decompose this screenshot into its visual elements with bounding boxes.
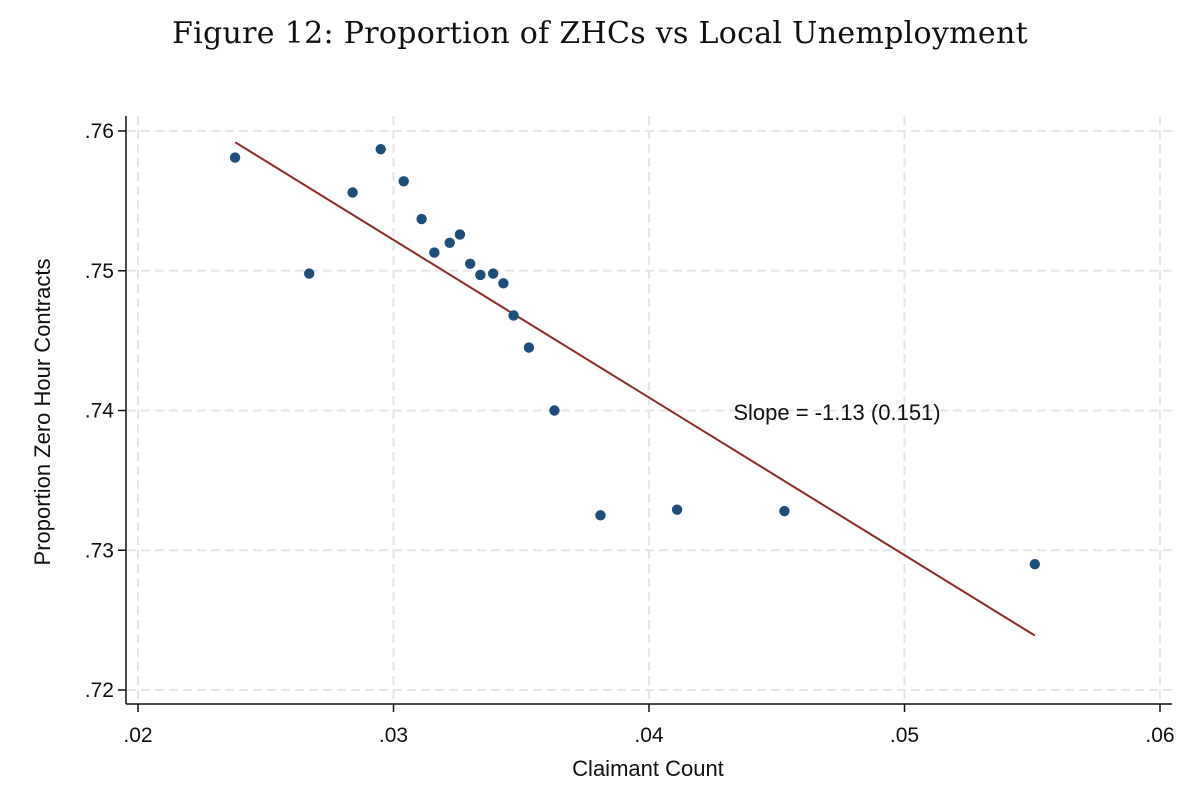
scatter-point <box>229 152 241 163</box>
scatter-point <box>429 247 440 258</box>
scatter-point <box>508 310 519 321</box>
scatter-point <box>1029 559 1041 570</box>
scatter-point <box>416 213 427 225</box>
scatter-point <box>303 268 315 279</box>
fit-line-group <box>234 141 1036 637</box>
scatter-point <box>487 268 499 279</box>
y-tick-label: .76 <box>85 120 114 143</box>
scatter-point <box>779 505 790 517</box>
scatter-point <box>498 278 509 289</box>
scatter-point <box>375 143 386 155</box>
y-tick-label: .73 <box>85 539 114 562</box>
x-axis-label: Claimant Count <box>572 756 724 781</box>
fit-line <box>234 141 1036 637</box>
chart-title: Figure 12: Proportion of ZHCs vs Local U… <box>172 16 1028 51</box>
data-points <box>229 143 1041 570</box>
x-tick-label: .06 <box>1145 724 1174 747</box>
scatter-point <box>444 237 455 248</box>
x-tick-label: .05 <box>890 724 919 747</box>
x-tick-label: .04 <box>634 724 664 747</box>
scatter-point <box>595 510 606 521</box>
scatter-point <box>475 269 486 281</box>
scatter-point <box>523 342 535 353</box>
axes <box>118 116 1172 712</box>
scatter-point <box>671 504 683 515</box>
x-tick-label: .03 <box>379 724 408 747</box>
slope-annotation: Slope = -1.13 (0.151) <box>733 400 940 425</box>
grid-lines <box>127 116 1172 703</box>
scatter-point <box>347 187 358 198</box>
x-tick-label: .02 <box>123 724 152 747</box>
y-tick-label: .72 <box>85 679 114 702</box>
scatter-point <box>454 229 466 240</box>
y-axis-label: Proportion Zero Hour Contracts <box>30 259 55 566</box>
scatter-point <box>398 176 409 187</box>
labels: .72 .73 .74 .75 .76 .02 .03 .04 .05 .06 Claimant C… <box>30 120 1175 781</box>
y-tick-label: .75 <box>85 260 114 283</box>
scatter-point <box>464 258 476 269</box>
y-tick-label: .74 <box>85 400 115 423</box>
scatter-point <box>549 405 560 416</box>
